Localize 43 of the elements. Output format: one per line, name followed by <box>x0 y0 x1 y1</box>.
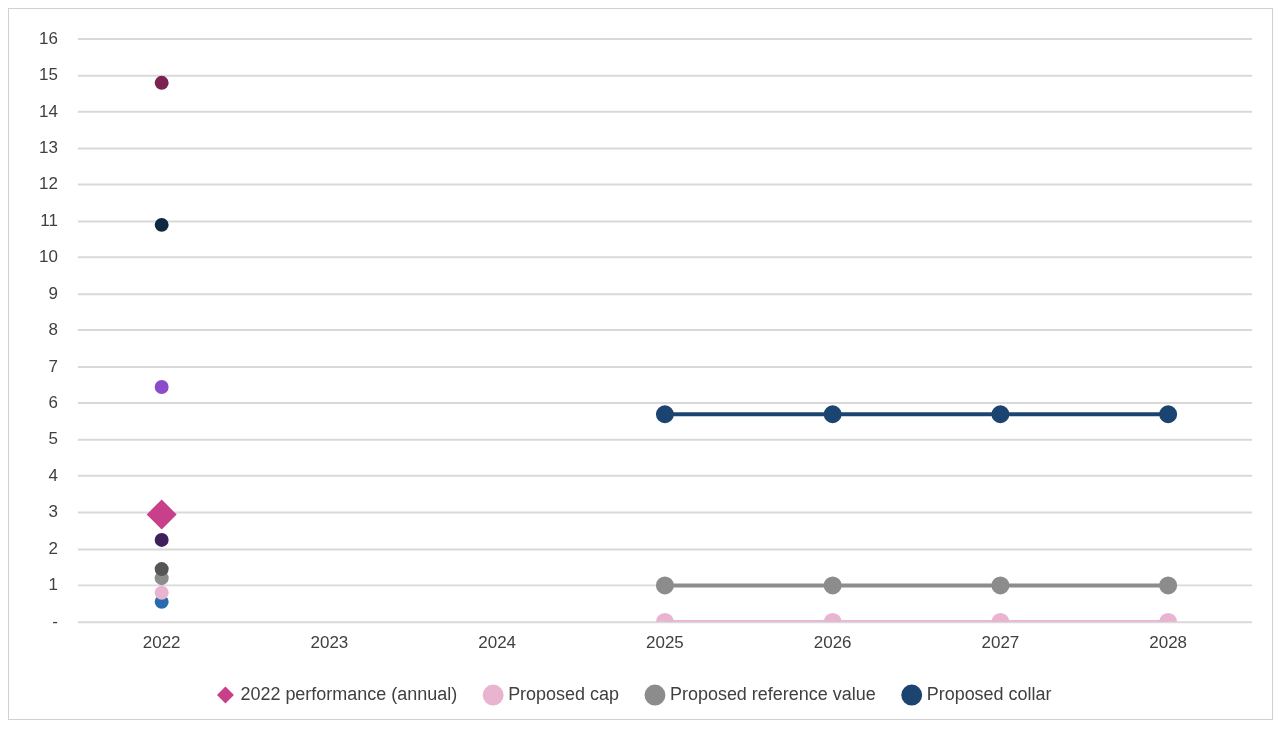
y-tick-label: 3 <box>48 502 58 522</box>
y-tick-label: 12 <box>38 174 58 194</box>
point <box>146 499 177 530</box>
legend-label: Proposed reference value <box>669 684 876 705</box>
y-tick-label: 14 <box>38 101 58 121</box>
point <box>991 405 1010 424</box>
y-tick-label: 5 <box>48 429 58 449</box>
point <box>154 217 169 232</box>
legend-label: 2022 performance (annual) <box>240 684 458 705</box>
y-tick-label: 8 <box>48 320 58 340</box>
y-tick-label: 6 <box>48 393 58 413</box>
point <box>823 576 842 595</box>
point <box>1159 576 1178 595</box>
y-tick-label: 16 <box>38 28 58 48</box>
y-tick-label: 15 <box>38 65 58 85</box>
point <box>154 379 169 394</box>
y-tick-label: 11 <box>40 210 58 230</box>
y-tick-label: 4 <box>48 465 58 485</box>
y-tick-label: 13 <box>38 138 58 158</box>
x-tick-label: 2026 <box>813 632 852 652</box>
y-tick-label: 9 <box>48 283 58 303</box>
point <box>823 405 842 424</box>
x-tick-label: 2023 <box>310 632 349 652</box>
point <box>154 585 169 600</box>
x-tick-label: 2024 <box>478 632 517 652</box>
point <box>154 75 169 90</box>
point <box>154 532 169 547</box>
legend-label: Proposed cap <box>508 684 620 705</box>
point <box>991 576 1010 595</box>
y-tick-label: 7 <box>48 356 58 376</box>
x-tick-label: 2022 <box>142 632 181 652</box>
point <box>655 405 674 424</box>
point <box>655 576 674 595</box>
y-tick-label: 2 <box>48 538 58 558</box>
legend-label: Proposed collar <box>926 684 1052 705</box>
y-tick-label: 10 <box>38 247 58 267</box>
x-tick-label: 2027 <box>981 632 1020 652</box>
point <box>154 562 169 577</box>
point <box>1159 405 1178 424</box>
y-tick-label: 1 <box>48 575 58 595</box>
x-tick-label: 2028 <box>1149 632 1188 652</box>
x-tick-label: 2025 <box>646 632 684 652</box>
y-tick-label: - <box>52 611 58 631</box>
